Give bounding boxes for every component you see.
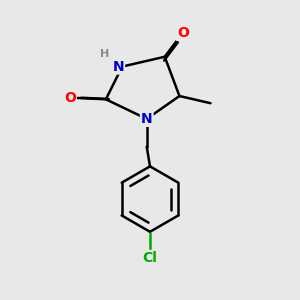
Text: O: O <box>177 26 189 40</box>
Text: N: N <box>141 112 152 126</box>
Text: H: H <box>100 49 109 59</box>
Text: N: N <box>112 60 124 74</box>
Text: O: O <box>64 91 76 105</box>
Text: Cl: Cl <box>142 251 158 265</box>
